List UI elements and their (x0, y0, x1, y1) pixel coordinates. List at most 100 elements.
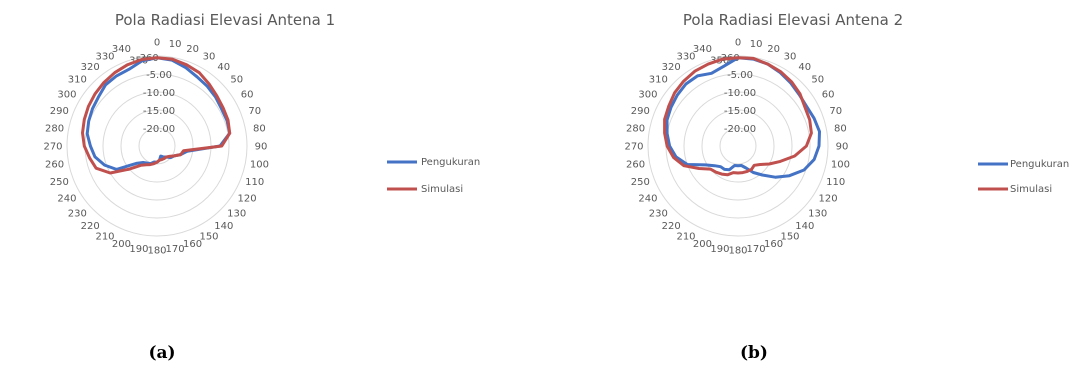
angle-tick-label: 50 (811, 75, 824, 86)
chart-title: Pola Radiasi Elevasi Antena 1 (115, 11, 335, 29)
radial-tick-label: -10.00 (143, 88, 175, 99)
angle-tick-label: 140 (795, 221, 814, 232)
angle-tick-label: 240 (638, 194, 657, 205)
angle-tick-label: 320 (81, 62, 100, 73)
angle-tick-label: 330 (95, 51, 114, 62)
grid-ring (120, 109, 194, 183)
series-line-simulasi (81, 56, 232, 175)
angle-tick-label: 210 (676, 232, 695, 243)
radial-tick-label: -10.00 (724, 88, 756, 99)
grid-ring (683, 91, 793, 201)
angle-tick-label: 0 (154, 38, 160, 49)
angle-tick-label: 70 (248, 106, 261, 117)
legend-label-simulasi: Simulasi (1010, 184, 1052, 195)
angle-tick-label: 340 (112, 44, 131, 55)
angle-tick-label: 300 (638, 90, 657, 101)
angle-tick-label: 310 (68, 75, 87, 86)
angle-tick-label: 170 (166, 244, 185, 255)
angle-tick-label: 90 (255, 142, 268, 153)
angle-tick-label: 250 (50, 177, 69, 188)
series-lines (81, 56, 232, 175)
angle-tick-label: 60 (241, 90, 254, 101)
polar-grid (647, 55, 829, 237)
panel-caption: (b) (740, 343, 768, 363)
angle-tick-label: 30 (784, 51, 797, 62)
angle-tick-label: 120 (238, 194, 257, 205)
angle-tick-label: 310 (649, 75, 668, 86)
radial-labels: -5.00 -10.00 -15.00 -20.00 (724, 70, 756, 135)
angle-tick-label: 250 (631, 177, 650, 188)
angle-tick-label: 10 (750, 39, 763, 50)
angle-tick-label: 220 (662, 221, 681, 232)
angle-tick-label: 230 (649, 208, 668, 219)
angle-tick-label: 160 (183, 239, 202, 250)
angle-tick-label: 70 (829, 106, 842, 117)
angle-tick-label: 180 (728, 246, 747, 257)
angle-tick-label: 140 (214, 221, 233, 232)
angle-tick-label: 280 (45, 123, 64, 134)
angle-tick-label: 120 (819, 194, 838, 205)
radial-tick-label: -5.00 (146, 70, 172, 81)
series-line-simulasi (663, 56, 813, 177)
angle-tick-label: 170 (747, 244, 766, 255)
angle-tick-label: 320 (662, 62, 681, 73)
radial-tick-label: -5.00 (727, 70, 753, 81)
radial-labels: -5.00 -10.00 -15.00 -20.00 (143, 70, 175, 135)
legend: Pengukuran Simulasi (387, 157, 480, 195)
radial-tick-label: -20.00 (143, 124, 175, 135)
angle-tick-label: 50 (230, 75, 243, 86)
angle-tick-label: 80 (834, 123, 847, 134)
angle-tick-label: 10 (169, 39, 182, 50)
angle-tick-label: 20 (186, 44, 199, 55)
grid-ring (719, 127, 757, 165)
angle-tick-label: 20 (767, 44, 780, 55)
legend-label-pengukuran: Pengukuran (421, 157, 480, 168)
panel-caption: (a) (148, 343, 175, 363)
angle-tick-label: 110 (826, 177, 845, 188)
angle-tick-label: 190 (710, 244, 729, 255)
angle-tick-label: 150 (780, 232, 799, 243)
grid-ring (647, 55, 829, 237)
angle-tick-label: 210 (95, 232, 114, 243)
angle-tick-label: 180 (147, 246, 166, 257)
angle-tick-label: 40 (217, 62, 230, 73)
grid-ring (138, 127, 176, 165)
angle-tick-label: 260 (626, 160, 645, 171)
angle-tick-label: 130 (227, 208, 246, 219)
legend: Pengukuran Simulasi (978, 159, 1069, 195)
angle-tick-label: 40 (798, 62, 811, 73)
angle-tick-label: 220 (81, 221, 100, 232)
angle-tick-label: 150 (199, 232, 218, 243)
angle-tick-label: 90 (836, 142, 849, 153)
angle-tick-label: 30 (203, 51, 216, 62)
angle-tick-label: 100 (250, 160, 269, 171)
angle-tick-label: 300 (57, 90, 76, 101)
chart-panel-a: Pola Radiasi Elevasi Antena 1 0 10 20 30405… (43, 11, 480, 363)
angle-tick-label: 330 (676, 51, 695, 62)
radial-tick-label: -15.00 (724, 106, 756, 117)
angle-tick-label: 270 (624, 142, 643, 153)
chart-title: Pola Radiasi Elevasi Antena 2 (683, 11, 903, 29)
grid-ring (66, 55, 248, 237)
angle-tick-label: 240 (57, 194, 76, 205)
angle-tick-label: 270 (43, 142, 62, 153)
angle-tick-label: 290 (50, 106, 69, 117)
grid-ring (701, 109, 775, 183)
radial-tick-label: -20.00 (724, 124, 756, 135)
angle-tick-label: 200 (112, 239, 131, 250)
radial-tick-label: -15.00 (143, 106, 175, 117)
angle-tick-label: 190 (129, 244, 148, 255)
angle-tick-label: 280 (626, 123, 645, 134)
angle-tick-label: 290 (631, 106, 650, 117)
angle-tick-label: 80 (253, 123, 266, 134)
series-lines (663, 56, 821, 179)
angle-tick-label: 0 (735, 38, 741, 49)
angle-tick-label: 260 (45, 160, 64, 171)
angle-tick-label: 230 (68, 208, 87, 219)
angle-tick-label: 110 (245, 177, 264, 188)
angle-tick-label: 130 (808, 208, 827, 219)
angle-tick-label: 60 (822, 90, 835, 101)
